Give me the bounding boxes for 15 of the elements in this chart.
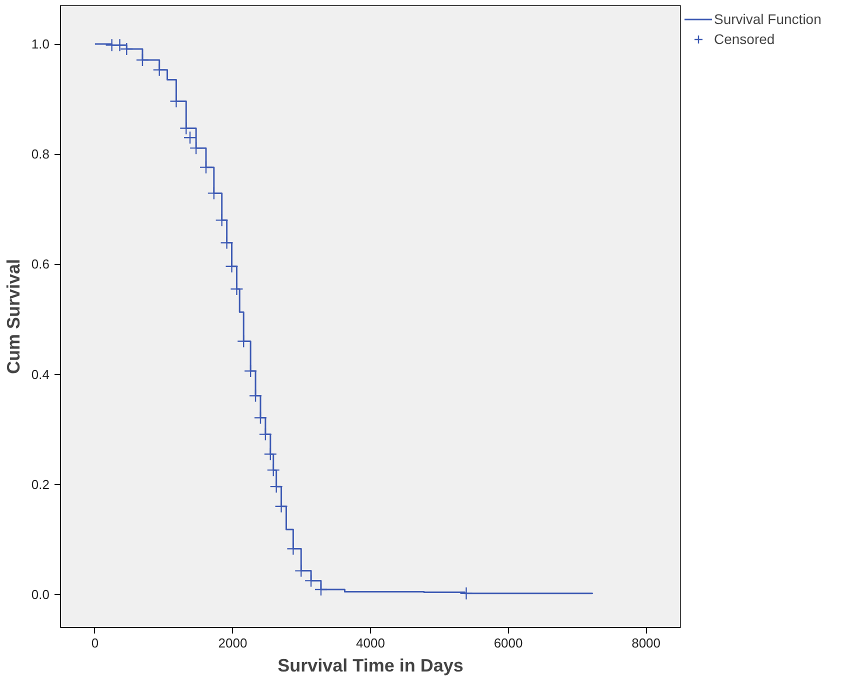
x-tick-label: 4000 [356,636,385,650]
y-tick-label: 0.0 [31,586,50,602]
y-tick-label: 0.6 [31,256,50,272]
x-tick-label: 6000 [494,636,523,650]
x-tick-label: 8000 [632,636,661,650]
y-tick-label: 0.2 [31,476,50,492]
y-tick-label: 0.4 [31,366,50,382]
y-tick-label: 0.8 [31,146,50,162]
y-axis-title: Cum Survival [3,258,24,374]
legend-label: Survival Function [714,11,822,27]
legend-label: Censored [714,31,775,47]
x-tick-label: 2000 [218,636,248,650]
y-tick-label: 1.0 [31,36,50,52]
x-tick-label: 0 [91,636,99,650]
x-axis-title: Survival Time in Days [278,656,464,676]
